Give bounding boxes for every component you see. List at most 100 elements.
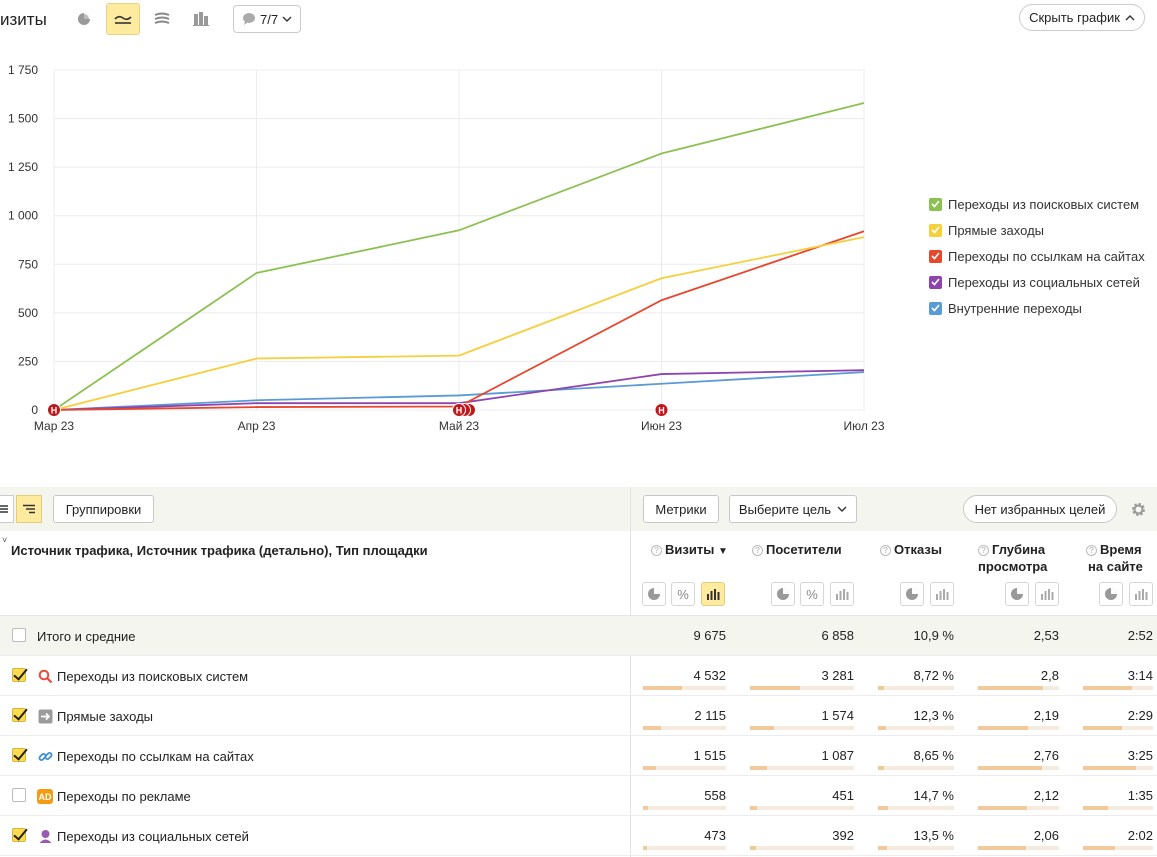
legend-checkbox[interactable]	[929, 249, 942, 263]
pie-chart-toggle[interactable]	[771, 582, 795, 606]
page-title: изиты	[0, 10, 47, 29]
metric-bar-fill	[750, 766, 767, 770]
row-label[interactable]: Переходы из социальных сетей	[57, 829, 249, 844]
tree-view-button[interactable]	[16, 495, 42, 523]
favorite-goals-button[interactable]: Нет избранных целей	[963, 495, 1117, 523]
legend-label: Прямые заходы	[948, 222, 1045, 238]
x-tick-label: Май 23	[439, 419, 480, 433]
row-checkbox[interactable]	[12, 628, 26, 642]
metric-bar	[750, 846, 854, 850]
table-row[interactable]: Переходы по ссылкам на сайтах 1 515 1 087 8…	[0, 736, 1157, 776]
bar-chart-toggle[interactable]	[701, 582, 725, 606]
metric-bar	[878, 766, 954, 770]
pie-chart-toggle[interactable]	[642, 582, 666, 606]
metric-bar-fill	[750, 686, 800, 690]
area-chart-type-button[interactable]	[145, 3, 179, 35]
legend-checkbox[interactable]	[929, 223, 942, 237]
table-header: ˅ Источник трафика, Источник трафика (де…	[0, 531, 1157, 616]
legend-checkbox[interactable]	[929, 275, 942, 289]
table-row[interactable]: Прямые заходы 2 115 1 574 12,3 % 2,19 2:29	[0, 696, 1157, 736]
y-tick-label: 1 750	[8, 63, 38, 77]
row-label[interactable]: Переходы из поисковых систем	[57, 669, 249, 684]
table-row[interactable]: Переходы из поисковых систем 4 532 3 281 8,…	[0, 656, 1157, 696]
table-total-row[interactable]: Итого и средние 9 675 6 858 10,9 % 2,53 2:52	[0, 616, 1157, 656]
metric-bar-fill	[978, 686, 1043, 690]
row-checkbox[interactable]	[12, 668, 26, 682]
column-visitors[interactable]: ? Посетители	[752, 541, 842, 558]
pie-chart-toggle[interactable]	[1099, 582, 1123, 606]
y-tick-label: 750	[18, 257, 38, 271]
legend-checkbox[interactable]	[929, 197, 942, 211]
bar-chart-toggle[interactable]	[830, 582, 854, 606]
row-checkbox[interactable]	[12, 788, 26, 802]
tree-list-icon	[23, 504, 35, 514]
metric-cell: 10,9 %	[913, 628, 954, 643]
legend-item[interactable]: Переходы из поисковых систем	[929, 191, 1145, 217]
row-label[interactable]: Прямые заходы	[57, 709, 154, 724]
row-checkbox[interactable]	[12, 748, 26, 762]
legend-item[interactable]: Прямые заходы	[929, 217, 1145, 243]
link-icon	[37, 748, 53, 764]
legend-item[interactable]: Переходы по ссылкам на сайтах	[929, 243, 1145, 269]
search-icon	[37, 668, 53, 684]
percent-toggle[interactable]: %	[671, 582, 695, 606]
x-tick-label: Июн 23	[641, 419, 682, 433]
bar-chart-toggle[interactable]	[1129, 582, 1153, 606]
metric-bar-fill	[878, 846, 888, 850]
bar-chart-toggle[interactable]	[930, 582, 954, 606]
chevron-down-icon	[282, 16, 292, 22]
pie-chart-icon	[1010, 587, 1024, 601]
flat-view-button[interactable]	[0, 495, 14, 523]
column-bounce[interactable]: ? Отказы	[880, 541, 942, 558]
ad-icon: AD	[37, 788, 53, 804]
metric-bar-fill	[643, 806, 648, 810]
legend-item[interactable]: Внутренние переходы	[929, 295, 1145, 321]
metric-bar-fill	[643, 846, 648, 850]
table-row[interactable]: Переходы из социальных сетей 473 392 13,5 %…	[0, 816, 1157, 856]
bar-chart-type-button[interactable]	[184, 3, 218, 35]
metrics-button[interactable]: Метрики	[643, 495, 719, 523]
settings-gear-icon[interactable]	[1130, 501, 1147, 521]
groupings-button[interactable]: Группировки	[53, 495, 154, 523]
metric-cell: 2 115	[694, 708, 726, 723]
hide-chart-button[interactable]: Скрыть график	[1019, 4, 1145, 31]
row-label[interactable]: Переходы по рекламе	[57, 789, 191, 804]
bar-chart-icon	[706, 588, 720, 600]
metric-bar	[643, 846, 726, 850]
row-label[interactable]: Переходы по ссылкам на сайтах	[57, 749, 254, 764]
segments-dropdown[interactable]: 7/7	[233, 5, 301, 33]
pie-chart-toggle[interactable]	[900, 582, 924, 606]
metric-cell: 2,12	[1033, 788, 1059, 803]
row-checkbox[interactable]	[12, 708, 26, 722]
metric-cell: 3:14	[1127, 668, 1153, 683]
percent-toggle[interactable]: %	[800, 582, 824, 606]
pie-chart-toggle[interactable]	[1005, 582, 1029, 606]
line-chart-type-button[interactable]	[106, 3, 140, 35]
bar-chart-toggle[interactable]	[1035, 582, 1059, 606]
pie-chart-type-button[interactable]	[67, 3, 101, 35]
metric-cell: 6 858	[821, 628, 854, 643]
legend-item[interactable]: Переходы из социальных сетей	[929, 269, 1145, 295]
metric-cell: 451	[832, 788, 854, 803]
column-depth[interactable]: ? Глубина просмотра	[978, 542, 1048, 574]
bar-chart-icon	[935, 588, 949, 600]
row-label[interactable]: Итого и средние	[37, 629, 136, 644]
table-row[interactable]: AD Переходы по рекламе 558 451 14,7 % 2,12 1:3…	[0, 776, 1157, 816]
x-tick-label: Апр 23	[238, 419, 276, 433]
line-chart: 0 250 500 750 1 000 1 250 1 500 1 750 Мар 23 Апр …	[8, 63, 885, 433]
metric-bar-fill	[1083, 726, 1123, 730]
metric-bar	[750, 806, 854, 810]
column-time[interactable]: ? Время на сайте	[1086, 542, 1143, 574]
pie-chart-icon	[1104, 587, 1118, 601]
metric-bar-fill	[750, 806, 758, 810]
column-visits[interactable]: ? Визиты ▼	[651, 541, 728, 560]
goal-select[interactable]: Выберите цель	[729, 495, 857, 523]
metric-cell: 2:52	[1127, 628, 1153, 643]
row-checkbox[interactable]	[12, 828, 26, 842]
metric-cell: 2,19	[1033, 708, 1059, 723]
legend-checkbox[interactable]	[929, 301, 942, 315]
metric-cell: 4 532	[693, 668, 726, 683]
metric-cell: 2:29	[1127, 708, 1153, 723]
metric-cell: 8,65 %	[913, 748, 954, 763]
metric-bar-fill	[643, 726, 662, 730]
